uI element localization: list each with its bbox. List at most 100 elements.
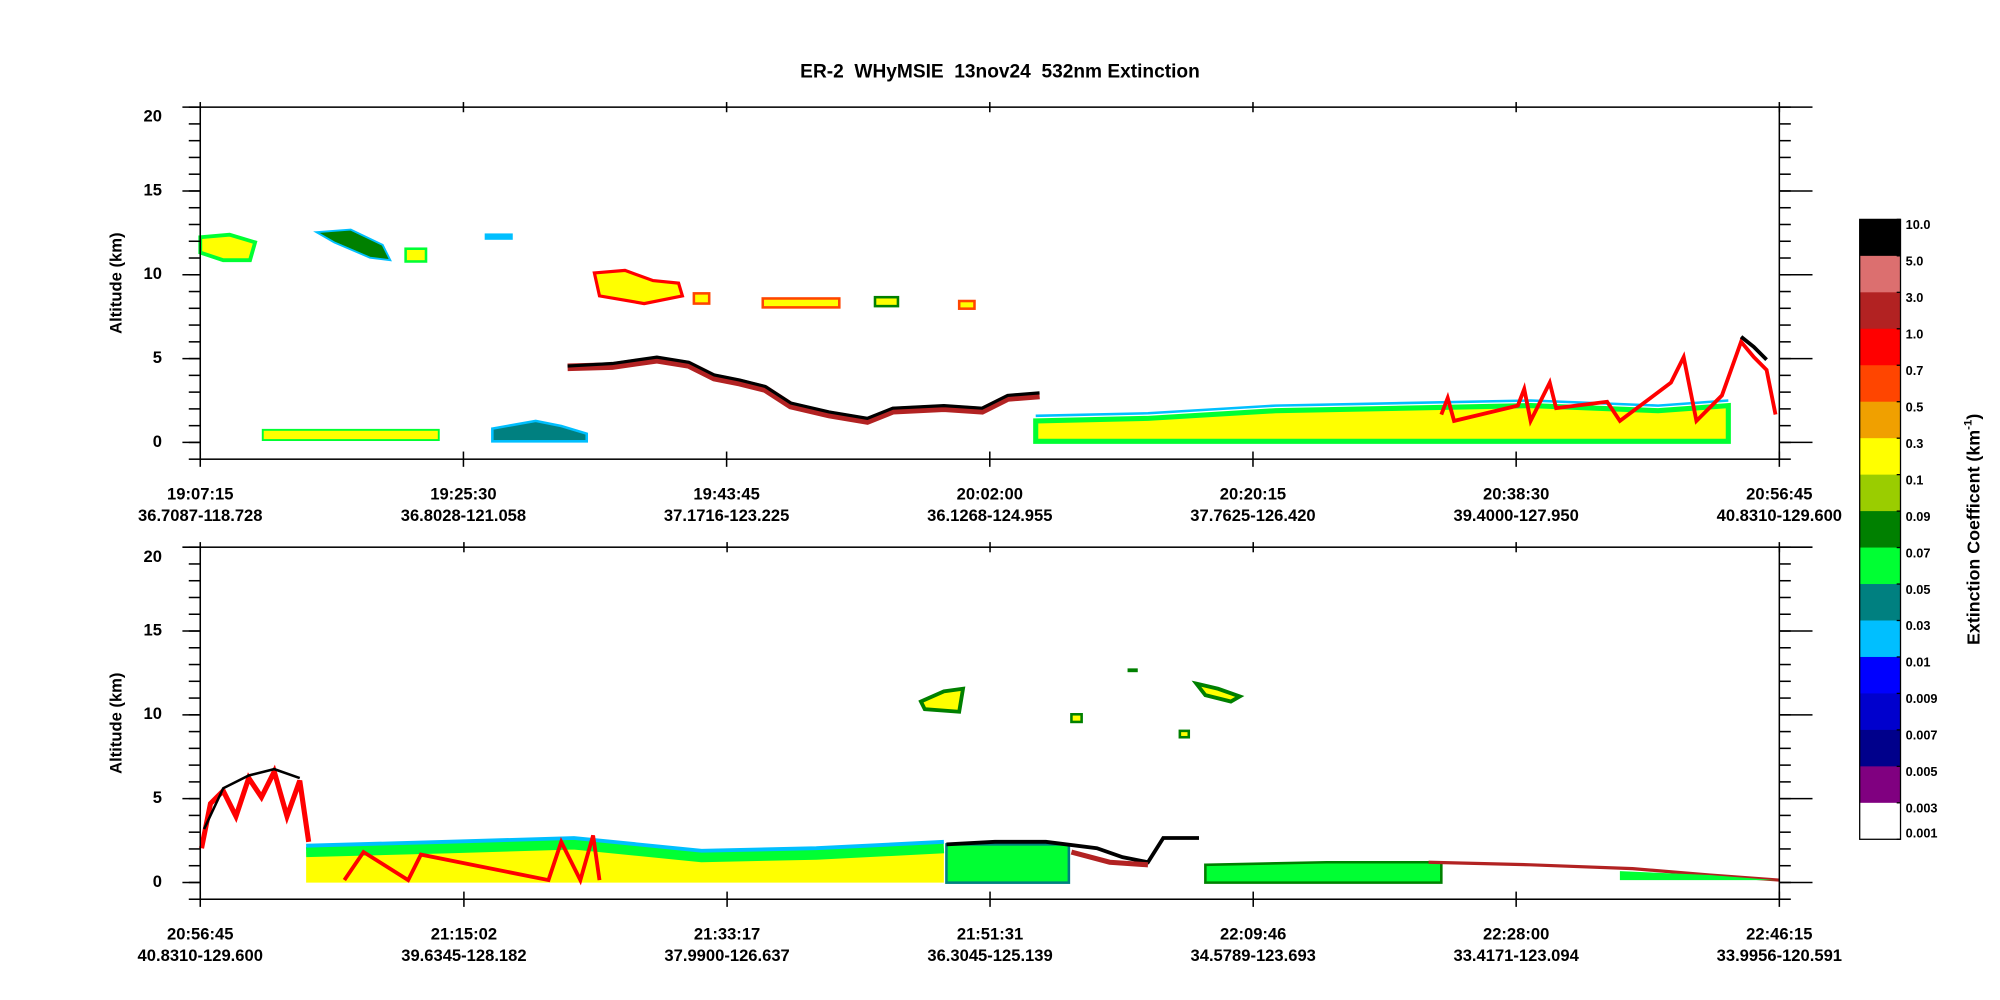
colorbar-tick-label: 5.0 <box>1906 254 1924 269</box>
curtain-features-top <box>198 228 1778 444</box>
x-tick-location: 33.9956-120.591 <box>1717 946 1842 965</box>
colorbar-label: Extinction Coefficent (km-1) <box>1963 414 1984 645</box>
cloud-tops <box>1739 335 1768 362</box>
colorbar-band <box>1859 438 1901 476</box>
cloud-tops <box>342 834 602 886</box>
boundary-layer <box>306 844 944 883</box>
x-tick-label: 21:51:31 <box>957 924 1023 943</box>
boundary-layer <box>305 839 945 863</box>
low-cloud <box>1619 871 1776 881</box>
colorbar-frame <box>1859 218 1902 840</box>
x-tick-label: 22:09:46 <box>1220 924 1286 943</box>
y-tick-label: 15 <box>144 620 162 639</box>
cirrus <box>484 233 513 240</box>
x-tick-location: 36.8028-121.058 <box>401 506 526 525</box>
colorbar-tick-label: 0.03 <box>1906 618 1931 633</box>
colorbar-tick-label: 0.3 <box>1906 436 1924 451</box>
colorbar-tick-label: 3.0 <box>1906 290 1924 305</box>
colorbar-band <box>1859 693 1901 731</box>
cirrus <box>1191 680 1245 704</box>
x-tick-label: 20:20:15 <box>1220 484 1286 503</box>
colorbar-band <box>1859 620 1901 658</box>
aerosol-layer <box>567 355 1040 421</box>
x-tick-location: 37.1716-123.225 <box>664 506 789 525</box>
cirrus <box>918 686 966 714</box>
colorbar-band <box>1859 547 1901 585</box>
aerosol-layer <box>1070 849 1149 868</box>
cirrus <box>692 292 711 305</box>
colorbar-band <box>1859 292 1901 330</box>
x-tick-location: 40.8310-129.600 <box>1717 506 1842 525</box>
low-cloud <box>261 428 440 442</box>
colorbar-tick-label: 0.05 <box>1906 582 1931 597</box>
colorbar-tick-label: 0.003 <box>1906 801 1938 816</box>
cirrus <box>761 297 841 309</box>
colorbar-band <box>1859 365 1901 403</box>
colorbar-tick-label: 0.01 <box>1906 655 1931 670</box>
x-tick-label: 20:56:45 <box>1746 484 1812 503</box>
cirrus <box>873 295 900 308</box>
x-tick-label: 19:25:30 <box>430 484 496 503</box>
y-tick-label: 5 <box>153 788 162 807</box>
cloud-tops <box>199 764 312 849</box>
colorbar-band <box>1859 328 1901 366</box>
colorbar-band <box>1859 729 1901 767</box>
colorbar-band <box>1859 255 1901 293</box>
cirrus <box>198 232 258 263</box>
colorbar-label-end: ) <box>1963 414 1983 420</box>
colorbar-tick-label: 0.1 <box>1906 472 1924 487</box>
colorbar-tick-label: 0.5 <box>1906 399 1924 414</box>
colorbar-tick-label: 0.005 <box>1906 764 1938 779</box>
cirrus <box>1070 713 1083 724</box>
y-tick-label: 10 <box>144 264 162 283</box>
colorbar-band <box>1859 401 1901 439</box>
x-tick-location: 36.3045-125.139 <box>927 946 1052 965</box>
x-tick-location: 39.6345-128.182 <box>401 946 526 965</box>
colorbar-tick-label: 0.07 <box>1906 545 1931 560</box>
colorbar-label-exponent: -1 <box>1963 419 1975 430</box>
y-tick-label: 20 <box>144 107 162 126</box>
y-tick-label: 20 <box>144 547 162 566</box>
colorbar-label-text: Extinction Coefficent (km <box>1963 430 1983 645</box>
cirrus <box>404 247 428 263</box>
x-tick-location: 36.1268-124.955 <box>927 506 1052 525</box>
x-tick-label: 21:15:02 <box>431 924 497 943</box>
aerosol-layer <box>1428 860 1780 882</box>
x-tick-location: 34.5789-123.693 <box>1191 946 1316 965</box>
low-cloud <box>491 419 589 443</box>
colorbar-tick-label: 10.0 <box>1906 217 1931 232</box>
colorbar-tick-label: 0.009 <box>1906 691 1938 706</box>
colorbar-tick-label: 0.001 <box>1906 826 1938 841</box>
y-tick-label: 5 <box>153 348 162 367</box>
y-axis-label: Altitude (km) <box>107 673 126 774</box>
boundary-layer <box>1033 402 1731 444</box>
x-tick-location: 36.7087-118.728 <box>138 506 262 525</box>
cirrus <box>1127 668 1138 673</box>
x-tick-location: 37.7625-126.420 <box>1190 506 1315 525</box>
colorbar-band <box>1859 474 1901 512</box>
curtain-features-bottom <box>199 668 1780 886</box>
aerosol-layer <box>946 836 1199 865</box>
x-tick-label: 20:38:30 <box>1483 484 1549 503</box>
y-tick-label: 0 <box>153 432 162 451</box>
colorbar-tick-label: 0.007 <box>1906 728 1938 743</box>
cirrus <box>957 299 976 310</box>
x-tick-label: 19:07:15 <box>167 484 233 503</box>
x-tick-label: 22:46:15 <box>1746 924 1812 943</box>
colorbar-band <box>1859 511 1901 548</box>
colorbar-band <box>1859 766 1901 804</box>
x-tick-label: 20:02:00 <box>957 484 1023 503</box>
x-tick-location: 33.4171-123.094 <box>1453 946 1579 965</box>
colorbar-band <box>1859 656 1901 694</box>
colorbar-band <box>1859 802 1901 840</box>
x-tick-label: 21:33:17 <box>694 924 760 943</box>
colorbar-tick-label: 1.0 <box>1906 327 1924 342</box>
cloud-tops <box>202 767 301 830</box>
figure-title: ER-2 WHyMSIE 13nov24 532nm Extinction <box>800 62 1200 83</box>
aerosol-layer <box>567 355 1040 425</box>
colorbar-band <box>1859 584 1901 621</box>
low-cloud <box>945 843 1071 884</box>
cirrus <box>592 268 685 306</box>
colorbar-tick-label: 0.09 <box>1906 509 1931 524</box>
